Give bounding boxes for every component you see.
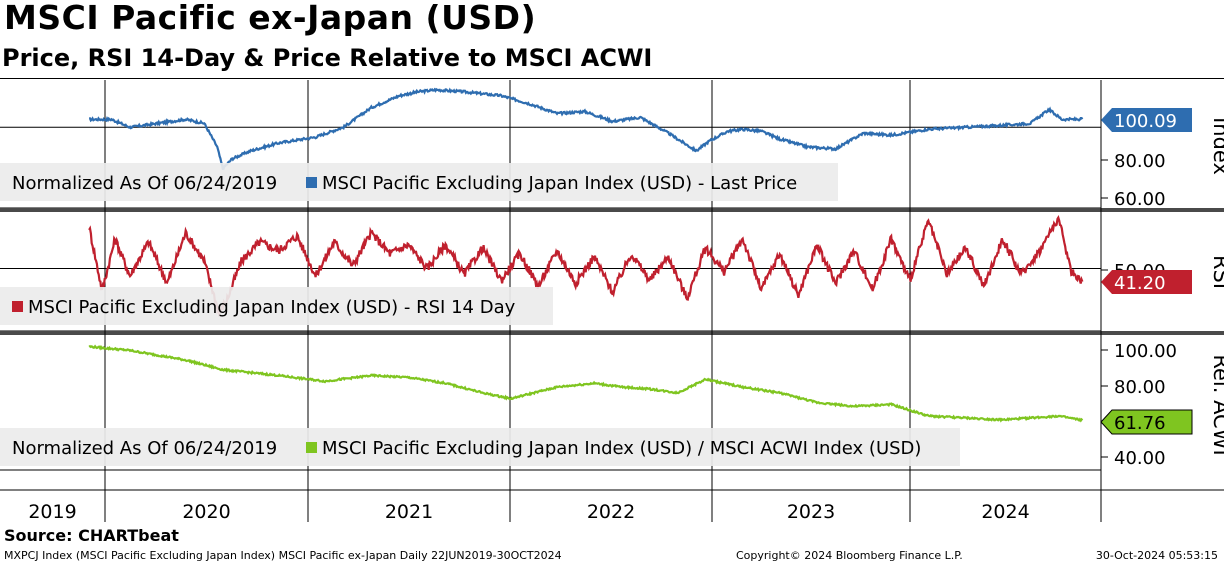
- footer-timestamp: 30-Oct-2024 05:53:15: [1095, 549, 1218, 562]
- chart-subtitle: Price, RSI 14-Day & Price Relative to MS…: [2, 44, 653, 72]
- axis-title-price: Index: [1209, 117, 1224, 175]
- xtick-label-2023: 2023: [787, 501, 835, 523]
- legend-swatch-relative: [306, 442, 317, 453]
- last-value-tag-relative: 61.76: [1100, 409, 1193, 435]
- chart-title: MSCI Pacific ex-Japan (USD): [4, 0, 537, 37]
- legend-box-rsi: [0, 287, 553, 325]
- source-note: Source: CHARTbeat: [4, 526, 179, 545]
- footer-copyright: Copyright© 2024 Bloomberg Finance L.P.: [736, 549, 963, 562]
- legend-box-relative: [0, 428, 960, 466]
- legend-series-rsi: MSCI Pacific Excluding Japan Index (USD)…: [28, 297, 516, 318]
- legend-note-relative: Normalized As Of 06/24/2019: [12, 438, 277, 459]
- ytick-label-price-2: 60.00: [1114, 189, 1166, 210]
- ytick-label-relative-3: 40.00: [1114, 448, 1166, 469]
- ytick-label-relative-1: 100.00: [1114, 341, 1177, 362]
- last-value-tag-bg-relative: [1100, 409, 1193, 435]
- xtick-label-2021: 2021: [385, 501, 433, 523]
- legend-swatch-rsi: [12, 301, 23, 312]
- last-value-tag-bg-price: [1101, 108, 1192, 132]
- legend-box-price: [0, 163, 838, 201]
- last-value-tag-bg-rsi: [1101, 270, 1192, 294]
- series-layer: [88, 87, 1084, 423]
- legend-series-price: MSCI Pacific Excluding Japan Index (USD)…: [322, 173, 797, 194]
- last-value-tag-rsi: 41.20: [1101, 270, 1192, 294]
- xtick-label-2020: 2020: [182, 501, 230, 523]
- last-value-tag-text-relative: 61.76: [1114, 413, 1166, 434]
- legend-layer: Normalized As Of 06/24/2019 MSCI Pacific …: [0, 163, 960, 466]
- axis-layer: 80.0060.0050.00100.0080.0040.00100.0941.…: [28, 108, 1224, 523]
- series-line-relative: [88, 344, 1084, 423]
- footer-ticker-info: MXPCJ Index (MSCI Pacific Excluding Japa…: [4, 549, 562, 562]
- xtick-label-2019: 2019: [28, 501, 76, 523]
- series-line-price: [88, 87, 1084, 171]
- last-value-tag-text-price: 100.09: [1114, 111, 1177, 132]
- panel-divider-2: [0, 331, 1224, 335]
- legend-price: Normalized As Of 06/24/2019 MSCI Pacific …: [0, 163, 838, 201]
- panel-divider-1: [0, 208, 1224, 212]
- axis-title-relative: Rel. ACWI: [1209, 354, 1224, 455]
- legend-note-price: Normalized As Of 06/24/2019: [12, 173, 277, 194]
- last-value-tag-price: 100.09: [1101, 108, 1192, 132]
- last-value-tag-text-rsi: 41.20: [1114, 273, 1166, 294]
- top-border: [0, 78, 1224, 79]
- axis-title-rsi: RSI: [1209, 255, 1224, 289]
- ytick-label-relative-2: 80.00: [1114, 377, 1166, 398]
- xtick-label-2024: 2024: [981, 501, 1029, 523]
- legend-swatch-price: [306, 177, 317, 188]
- xtick-label-2022: 2022: [587, 501, 635, 523]
- ytick-label-price-1: 80.00: [1114, 151, 1166, 172]
- legend-series-relative: MSCI Pacific Excluding Japan Index (USD)…: [322, 438, 921, 459]
- legend-rsi: MSCI Pacific Excluding Japan Index (USD)…: [0, 287, 553, 325]
- series-line-rsi: [88, 214, 1084, 318]
- legend-relative: Normalized As Of 06/24/2019 MSCI Pacific …: [0, 428, 960, 466]
